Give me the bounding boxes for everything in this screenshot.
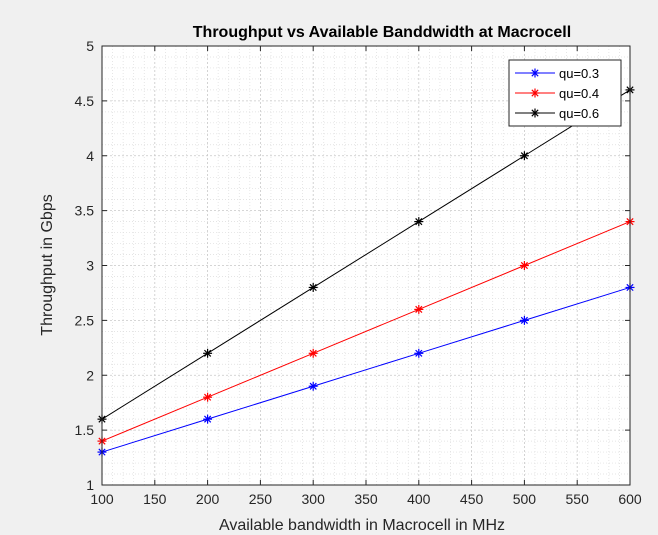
y-tick-label: 4.5	[75, 93, 95, 109]
marker-stroke	[309, 283, 317, 292]
data-point-series-1	[308, 381, 318, 391]
x-tick-label: 600	[618, 491, 642, 507]
x-tick-label: 250	[249, 491, 273, 507]
series-line-2	[101, 221, 631, 442]
legend: qu=0.3 qu=0.4 qu=0.6	[508, 59, 622, 127]
data-point-series-1	[519, 315, 529, 325]
data-point-series-2	[308, 348, 318, 358]
x-axis-label: Available bandwidth in Macrocell in MHz	[219, 517, 505, 534]
x-tick-label: 100	[90, 491, 114, 507]
data-point-series-2	[519, 261, 529, 270]
legend-marker-1	[530, 68, 540, 78]
x-tick-label: 400	[407, 491, 431, 507]
marker-stroke	[531, 89, 539, 97]
y-tick-label: 1.5	[75, 422, 95, 438]
data-point-series-2	[203, 392, 213, 402]
y-tick-label: 3	[86, 258, 94, 274]
x-tick-label: 450	[460, 491, 484, 507]
marker-stroke	[203, 349, 212, 357]
series-line-1	[101, 286, 631, 453]
data-point-series-1	[414, 348, 424, 358]
axes: 100 150 200 250 300 350 400 450 500 550 600 1 1.5 2 2…	[75, 38, 642, 507]
marker-stroke	[531, 69, 539, 77]
marker-stroke	[203, 415, 212, 423]
marker-stroke	[309, 349, 317, 357]
data-point-series-3	[308, 282, 318, 292]
legend-entry-2: qu=0.4	[559, 86, 599, 101]
marker-stroke	[520, 152, 529, 160]
marker-stroke	[415, 349, 423, 357]
marker-stroke	[520, 316, 529, 324]
y-tick-label: 1	[86, 477, 94, 493]
y-tick-label: 4	[86, 148, 94, 164]
marker-stroke	[309, 382, 317, 390]
data-point-series-3	[519, 151, 529, 161]
data-point-series-3	[203, 348, 213, 358]
data-point-series-2	[414, 304, 424, 314]
marker-stroke	[531, 109, 539, 117]
y-tick-label: 2	[86, 367, 94, 383]
y-ticks: 1 1.5 2 2.5 3 3.5 4 4.5 5	[75, 38, 630, 493]
legend-entry-3: qu=0.6	[559, 106, 599, 121]
x-tick-label: 300	[302, 491, 326, 507]
data-point-series-1	[203, 414, 213, 424]
series-layer	[97, 85, 635, 457]
marker-stroke	[520, 261, 529, 270]
chart-title: Throughput vs Available Banddwidth at Ma…	[193, 24, 571, 41]
legend-marker-3	[530, 108, 540, 118]
x-tick-label: 550	[566, 491, 590, 507]
x-ticks: 100 150 200 250 300 350 400 450 500 550 600	[90, 46, 642, 507]
data-point-series-3	[414, 217, 424, 227]
y-axis-label: Throughput in Gbps	[39, 194, 56, 335]
x-tick-label: 150	[143, 491, 167, 507]
x-tick-label: 200	[196, 491, 220, 507]
y-tick-label: 5	[86, 38, 94, 54]
marker-stroke	[415, 305, 423, 314]
legend-entry-1: qu=0.3	[559, 66, 599, 81]
series-line-3	[101, 89, 631, 420]
y-tick-label: 3.5	[75, 203, 95, 219]
marker-stroke	[203, 393, 212, 401]
y-tick-label: 2.5	[75, 312, 95, 328]
x-tick-label: 500	[513, 491, 537, 507]
legend-marker-2	[530, 88, 540, 98]
x-tick-label: 350	[354, 491, 378, 507]
marker-stroke	[415, 217, 423, 226]
